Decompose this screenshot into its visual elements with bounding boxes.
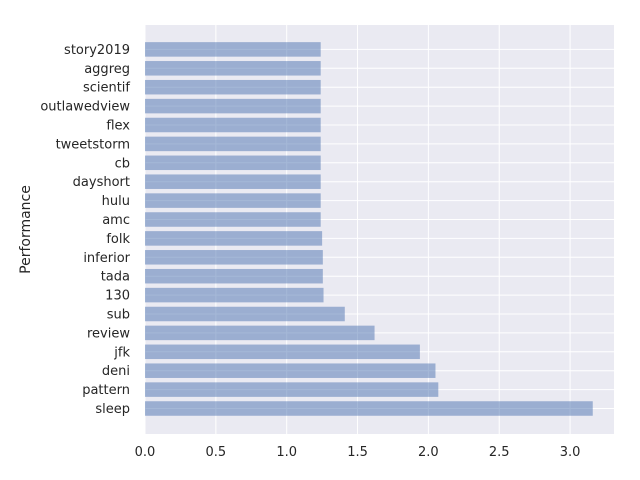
bar-cb bbox=[145, 155, 321, 171]
bar-inferior bbox=[145, 250, 323, 265]
bar-dayshort bbox=[145, 174, 321, 189]
y-axis-label: Performance bbox=[18, 185, 34, 274]
bar-amc bbox=[145, 212, 321, 227]
y-tick-labels: sleep pattern deni jfk review sub 130 tada infer… bbox=[40, 43, 130, 417]
bar-outlawedview bbox=[145, 98, 321, 114]
y-tick-label-review: review bbox=[87, 326, 130, 341]
bar-jfk bbox=[145, 344, 420, 360]
y-tick-label-130: 130 bbox=[105, 289, 130, 304]
y-tick-label-cb: cb bbox=[115, 156, 130, 171]
y-tick-label-sleep: sleep bbox=[95, 402, 130, 417]
x-tick-label: 2.5 bbox=[489, 445, 510, 460]
bar-story2019 bbox=[145, 42, 321, 57]
x-tick-label: 0.0 bbox=[135, 445, 156, 460]
y-tick-label-inferior: inferior bbox=[83, 251, 130, 266]
y-tick-label-pattern: pattern bbox=[82, 383, 130, 398]
y-tick-label-scientif: scientif bbox=[83, 81, 130, 96]
y-tick-label-amc: amc bbox=[102, 213, 130, 228]
bar-deni bbox=[145, 363, 436, 378]
x-tick-label: 1.5 bbox=[347, 445, 368, 460]
bar-aggreg bbox=[145, 61, 321, 76]
bar-sub bbox=[145, 306, 345, 322]
y-tick-label-dayshort: dayshort bbox=[73, 175, 130, 190]
y-tick-label-jfk: jfk bbox=[113, 345, 130, 360]
y-tick-label-folk: folk bbox=[106, 232, 130, 247]
x-tick-label: 0.5 bbox=[206, 445, 227, 460]
bar-tweetstorm bbox=[145, 136, 321, 152]
x-tick-label: 3.0 bbox=[560, 445, 581, 460]
y-tick-label-flex: flex bbox=[106, 119, 130, 134]
bar-scientif bbox=[145, 79, 321, 95]
y-tick-label-tweetstorm: tweetstorm bbox=[56, 137, 130, 152]
x-tick-label: 1.0 bbox=[276, 445, 297, 460]
x-tick-label: 2.0 bbox=[418, 445, 439, 460]
x-tick-labels: 0.0 0.5 1.0 1.5 2.0 2.5 3.0 bbox=[135, 445, 581, 460]
bar-folk bbox=[145, 231, 323, 246]
y-tick-label-deni: deni bbox=[102, 364, 130, 379]
bar-130 bbox=[145, 287, 324, 303]
bar-sleep bbox=[145, 401, 593, 416]
y-tick-label-outlawedview: outlawedview bbox=[40, 100, 130, 115]
bar-flex bbox=[145, 117, 321, 133]
y-tick-label-aggreg: aggreg bbox=[84, 62, 130, 77]
bar-review bbox=[145, 325, 375, 341]
y-tick-label-hulu: hulu bbox=[102, 194, 130, 209]
bar-hulu bbox=[145, 193, 321, 208]
bar-pattern bbox=[145, 382, 439, 397]
y-tick-label-tada: tada bbox=[101, 270, 130, 285]
y-tick-label-story2019: story2019 bbox=[64, 43, 130, 58]
bars bbox=[145, 42, 593, 416]
bar-tada bbox=[145, 268, 323, 284]
y-tick-label-sub: sub bbox=[107, 308, 130, 323]
